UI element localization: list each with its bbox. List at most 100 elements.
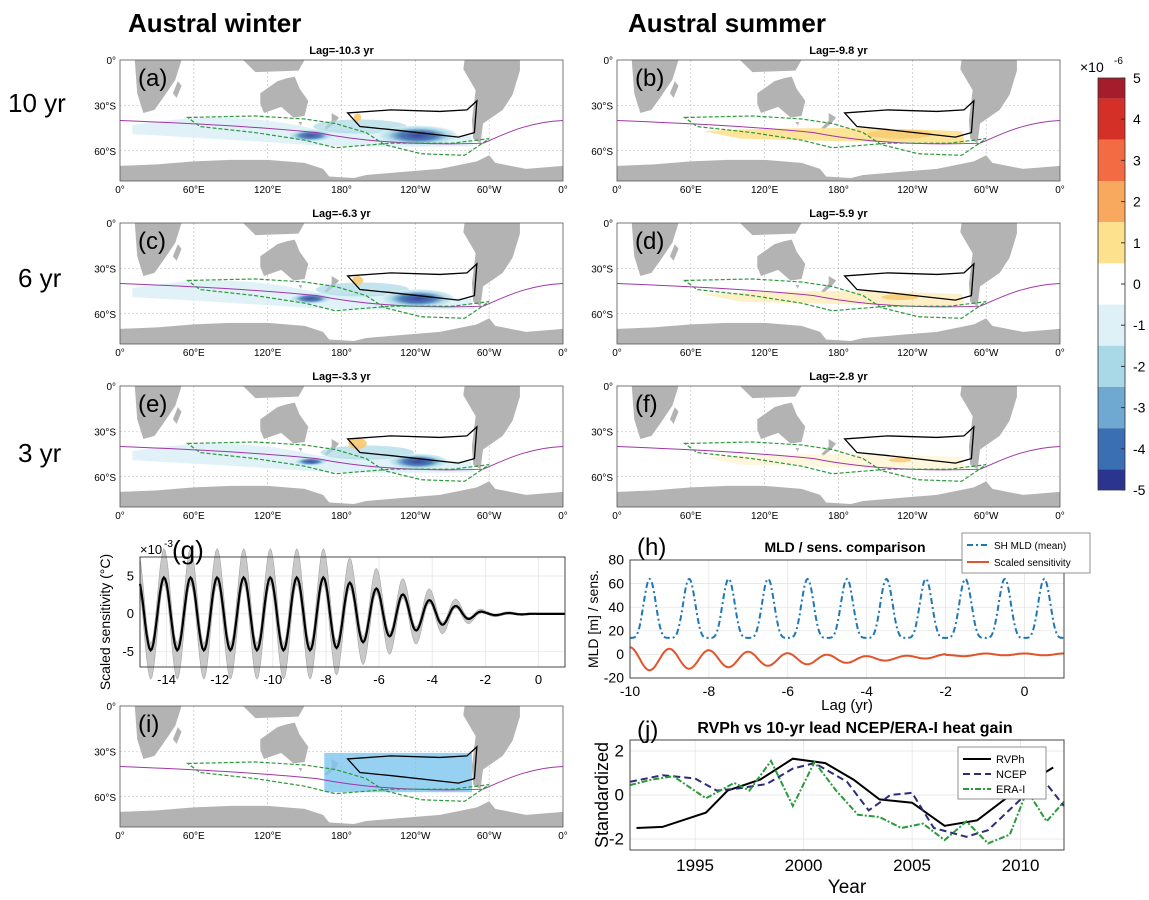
xtick-label: 0	[1021, 683, 1029, 699]
map-frame	[616, 59, 1061, 182]
ytick-label: 60	[608, 575, 624, 591]
antarctica-shape	[120, 155, 563, 181]
colorbar-tick-label: -1	[1133, 317, 1146, 333]
target-region-black	[346, 745, 478, 784]
formation-region-green-dashed	[682, 278, 987, 319]
colorbar-segment	[1098, 387, 1125, 429]
xtick-label: -4	[861, 683, 874, 699]
africa-shape	[134, 223, 182, 276]
map-xtick-label: 0°	[1055, 348, 1065, 359]
front-contour-purple	[616, 283, 1061, 308]
plot-frame	[139, 556, 566, 668]
australia-shape	[260, 722, 309, 764]
standardized-panel-j: 1995 2000 2005 2010 2 0 -2 (j) RVPh vs 10-yr lea…	[592, 717, 1065, 898]
xtick-label: 1995	[676, 856, 714, 875]
map-ytick-label: 30°S	[591, 264, 613, 275]
formation-region-green-dashed	[185, 278, 490, 319]
south-america-shape	[463, 386, 520, 470]
map-xtick-label: 60°W	[974, 185, 999, 196]
south-america-shape	[463, 706, 520, 790]
sensitivity-anomaly	[703, 454, 966, 470]
row-label-10yr: 10 yr	[8, 88, 66, 118]
target-region-black	[346, 425, 478, 464]
positive-patch	[353, 113, 362, 122]
australia-shape	[260, 402, 309, 444]
map-xtick-label: 120°W	[400, 511, 431, 522]
new-zealand-shape	[821, 438, 837, 456]
xtick-label: 2005	[893, 856, 931, 875]
map-xtick-label: 120°W	[897, 511, 928, 522]
ytick-label: -20	[604, 670, 624, 686]
map-xtick-label: 60°W	[974, 348, 999, 359]
sensitivity-anomaly	[703, 128, 966, 144]
map-ytick-label: 30°S	[591, 101, 613, 112]
g-multiplier: ×10	[140, 542, 162, 557]
map-ytick-label: 30°S	[94, 264, 116, 275]
xtick-label: 2000	[785, 856, 823, 875]
new-zealand-shape	[821, 275, 837, 293]
map-panel-title-e: Lag=-3.3 yr	[312, 371, 371, 383]
colorbar-segment	[1098, 428, 1125, 470]
map-xtick-label: 120°W	[897, 348, 928, 359]
colorbar-tick-label: -5	[1133, 482, 1146, 498]
map-ytick-label: 30°S	[94, 427, 116, 438]
colorbar-tick-label: 0	[1133, 276, 1141, 292]
target-region-black	[843, 262, 975, 301]
xtick-label: 2010	[1002, 856, 1040, 875]
ytick-label: 2	[615, 742, 624, 761]
h-legend: SH MLD (mean) Scaled sensitivity	[961, 532, 1091, 574]
antarctica-shape	[120, 801, 563, 827]
xtick-label: -10	[620, 683, 640, 699]
land-masses	[120, 60, 563, 181]
map-xtick-label: 60°W	[477, 185, 502, 196]
tasmania-shape	[298, 122, 303, 126]
map-xtick-label: 120°E	[254, 348, 282, 359]
xtick-label: 0	[535, 672, 542, 687]
south-america-shape	[960, 223, 1017, 307]
map-xtick-label: 180°	[331, 348, 352, 359]
row-label-3yr: 3 yr	[18, 438, 62, 468]
map-xtick-label: 0°	[115, 348, 125, 359]
mld-line	[630, 577, 1064, 639]
map-xtick-label: 120°E	[751, 348, 779, 359]
g-exponent: -3	[164, 539, 173, 550]
map-ytick-label: 30°S	[591, 427, 613, 438]
map-ytick-label: 0°	[603, 382, 613, 393]
panel-letter-a: (a)	[138, 65, 167, 92]
legend-label: RVPh	[996, 754, 1025, 766]
colorbar-exponent: -6	[1114, 56, 1123, 67]
map-xtick-label: 0°	[612, 185, 622, 196]
ytick-label: -5	[122, 644, 134, 659]
maritime-continent-shape	[740, 60, 802, 73]
map-panels: 0° 60°E 120°E 180° 120°W 60°W 0° 0° 30°S 60°S (a) L…	[94, 45, 1065, 842]
map-panel-title-f: Lag=-2.8 yr	[809, 371, 868, 383]
antarctica-shape	[617, 318, 1060, 344]
colorbar-segment	[1098, 469, 1125, 490]
colorbar-tick-label: -2	[1133, 358, 1146, 374]
header-austral-winter: Austral winter	[128, 8, 301, 38]
legend-label: SH MLD (mean)	[994, 541, 1066, 552]
map-xtick-label: 60°E	[680, 185, 702, 196]
south-america-shape	[463, 60, 520, 144]
madagascar-shape	[669, 407, 679, 424]
madagascar-shape	[669, 81, 679, 98]
map-panel-title-b: Lag=-9.8 yr	[809, 45, 868, 57]
plot-area	[630, 560, 1064, 678]
map-xtick-label: 0°	[1055, 185, 1065, 196]
formation-region-green-dashed	[682, 441, 987, 482]
target-region-black	[346, 99, 478, 138]
map-xtick-label: 60°E	[183, 831, 205, 842]
xtick-label: -8	[320, 672, 332, 687]
legend-label: ERA-I	[996, 784, 1025, 796]
tasmania-shape	[298, 768, 303, 772]
map-xtick-label: 60°W	[477, 511, 502, 522]
antarctica-shape	[120, 318, 563, 344]
south-america-shape	[960, 386, 1017, 470]
map-ytick-label: 30°S	[94, 747, 116, 758]
map-ytick-label: 0°	[603, 56, 613, 67]
colorbar-tick-label: 3	[1133, 152, 1141, 168]
map-panel-f: 0° 60°E 120°E 180° 120°W 60°W 0° 0° 30°S 60°S (f) L…	[591, 371, 1065, 522]
plot-frame	[629, 739, 1065, 851]
map-panel-d: 0° 60°E 120°E 180° 120°W 60°W 0° 0° 30°S 60°S (d) L…	[591, 208, 1065, 359]
